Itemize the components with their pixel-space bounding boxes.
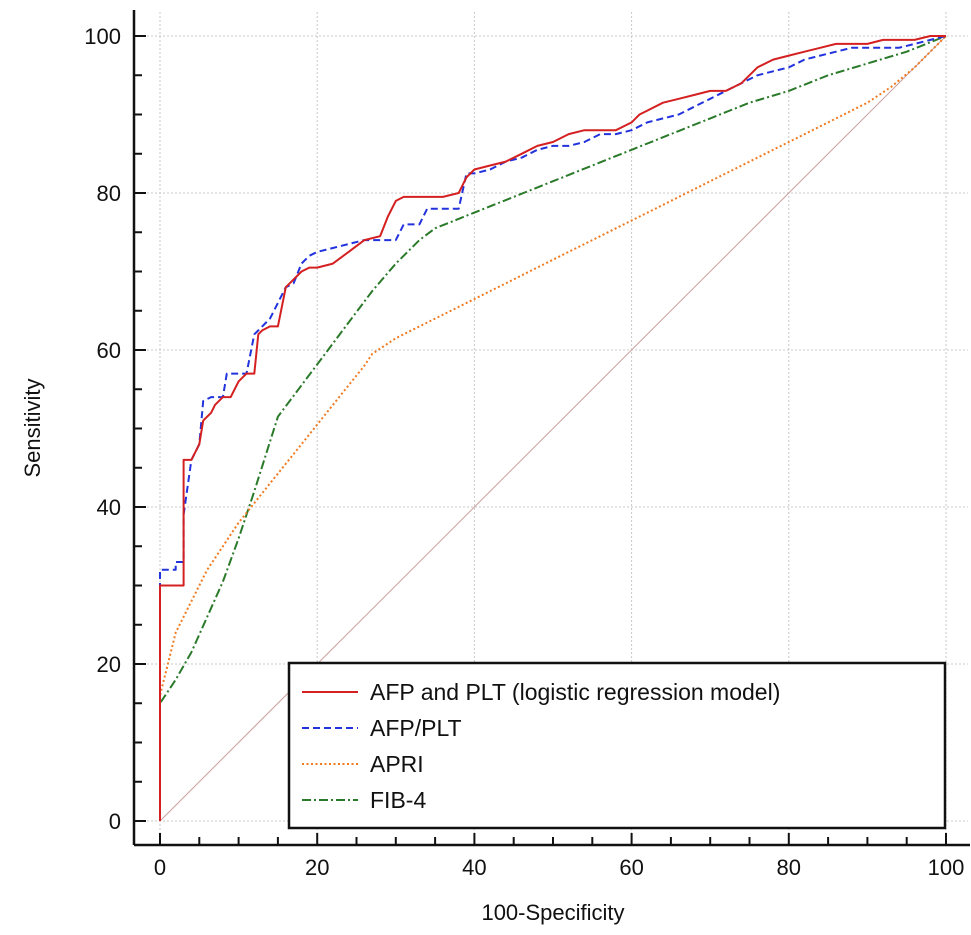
legend-label: FIB-4 <box>370 787 426 813</box>
y-tick-label: 0 <box>109 809 121 834</box>
y-tick-label: 60 <box>97 338 121 363</box>
y-tick-label: 20 <box>97 652 121 677</box>
x-tick-label: 0 <box>154 855 166 880</box>
y-tick-label: 40 <box>97 495 121 520</box>
x-tick-label: 20 <box>305 855 329 880</box>
legend-label: AFP/PLT <box>370 715 462 741</box>
y-tick-label: 80 <box>97 181 121 206</box>
series-line-3 <box>159 35 947 821</box>
legend-box <box>287 661 947 830</box>
x-tick-label: 80 <box>777 855 801 880</box>
x-tick-label: 60 <box>619 855 643 880</box>
x-tick-label: 100 <box>928 855 965 880</box>
legend: AFP and PLT (logistic regression model) A… <box>287 661 947 830</box>
y-axis-title: Sensitivity <box>20 378 45 477</box>
legend-label: APRI <box>370 751 424 777</box>
y-tick-label: 100 <box>84 24 121 49</box>
x-tick-label: 40 <box>462 855 486 880</box>
series-line-4 <box>159 35 947 821</box>
legend-label: AFP and PLT (logistic regression model) <box>370 679 780 705</box>
tick-layer: 0 20 40 60 80 100 0 20 40 60 80 100 <box>84 24 964 880</box>
x-axis-title: 100-Specificity <box>481 900 624 925</box>
series-line-2 <box>159 35 947 821</box>
series-line-1 <box>159 35 946 821</box>
series-layer <box>159 35 947 821</box>
